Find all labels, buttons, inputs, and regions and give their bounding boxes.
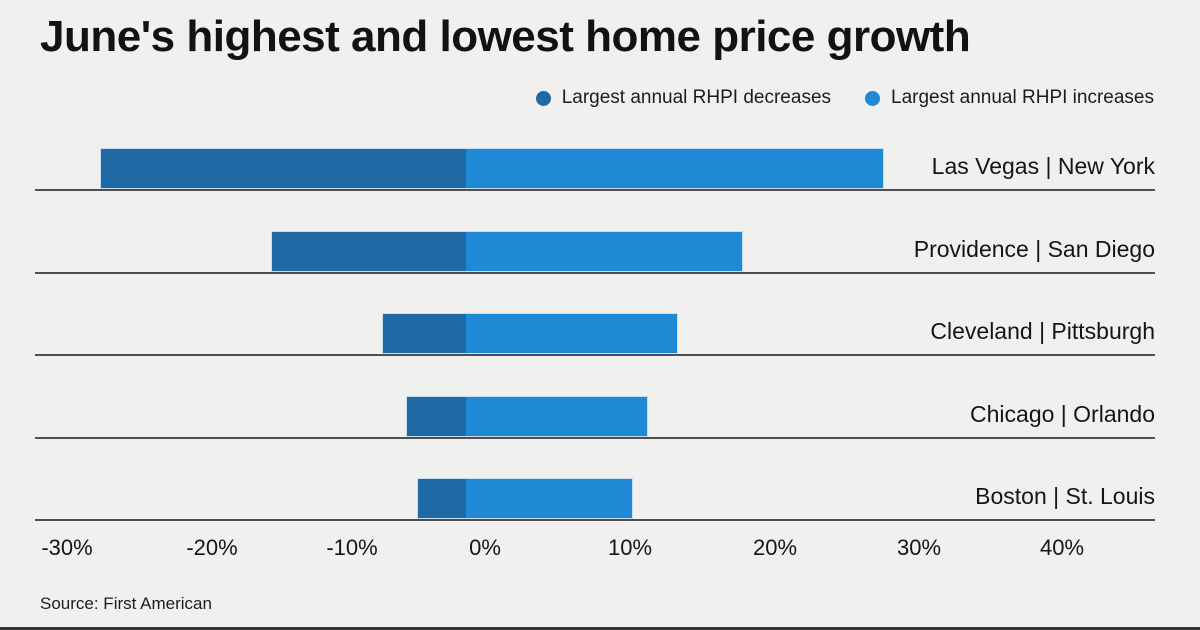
bar-increase-segment <box>465 479 633 518</box>
bar-row-label: Boston | St. Louis <box>975 483 1155 509</box>
bar-group <box>405 396 648 437</box>
bar-increase-segment <box>465 232 743 271</box>
row-baseline <box>35 189 1155 191</box>
bar-row-label: Chicago | Orlando <box>970 401 1155 427</box>
row-baseline <box>35 519 1155 521</box>
legend-label-increases: Largest annual RHPI increases <box>891 87 1154 108</box>
bottom-border <box>0 627 1200 630</box>
legend-item-increases: Largest annual RHPI increases <box>865 87 1154 109</box>
x-axis-tick-label: 0% <box>469 535 501 560</box>
bar-decrease-segment <box>406 397 466 436</box>
bar-decrease-segment <box>383 314 466 353</box>
bar-row-label: Cleveland | Pittsburgh <box>930 318 1155 344</box>
legend-label-decreases: Largest annual RHPI decreases <box>561 87 832 108</box>
chart-title: June's highest and lowest home price gro… <box>40 12 971 61</box>
bar-increase-segment <box>465 149 884 188</box>
bar-group <box>270 231 744 272</box>
x-axis-tick-label: 20% <box>752 535 798 560</box>
bar-decrease-segment <box>271 232 466 271</box>
bar-increase-segment <box>465 314 678 353</box>
source-credit: Source: First American <box>40 594 212 613</box>
legend-item-decreases: Largest annual RHPI decreases <box>535 87 832 109</box>
row-baseline <box>35 272 1155 274</box>
legend-dot-increases-icon <box>865 90 881 106</box>
bar-group <box>417 478 634 519</box>
row-baseline <box>35 354 1155 356</box>
x-axis-tick-label: -10% <box>326 535 378 560</box>
row-baseline <box>35 437 1155 439</box>
bar-group <box>99 148 885 189</box>
bar-group <box>382 313 679 354</box>
x-axis-tick-label: -30% <box>41 535 93 560</box>
x-axis-tick-label: -20% <box>186 535 238 560</box>
legend: Largest annual RHPI decreases Largest an… <box>535 87 1154 109</box>
x-axis-tick-label: 30% <box>896 535 942 560</box>
x-axis-tick-label: 10% <box>607 535 653 560</box>
bar-row-label: Providence | San Diego <box>913 236 1155 262</box>
bar-increase-segment <box>465 397 647 436</box>
bar-decrease-segment <box>418 479 466 518</box>
bar-decrease-segment <box>100 149 466 188</box>
legend-dot-decreases-icon <box>535 90 551 106</box>
bar-row-label: Las Vegas | New York <box>931 153 1155 179</box>
x-axis-tick-label: 40% <box>1039 535 1085 560</box>
